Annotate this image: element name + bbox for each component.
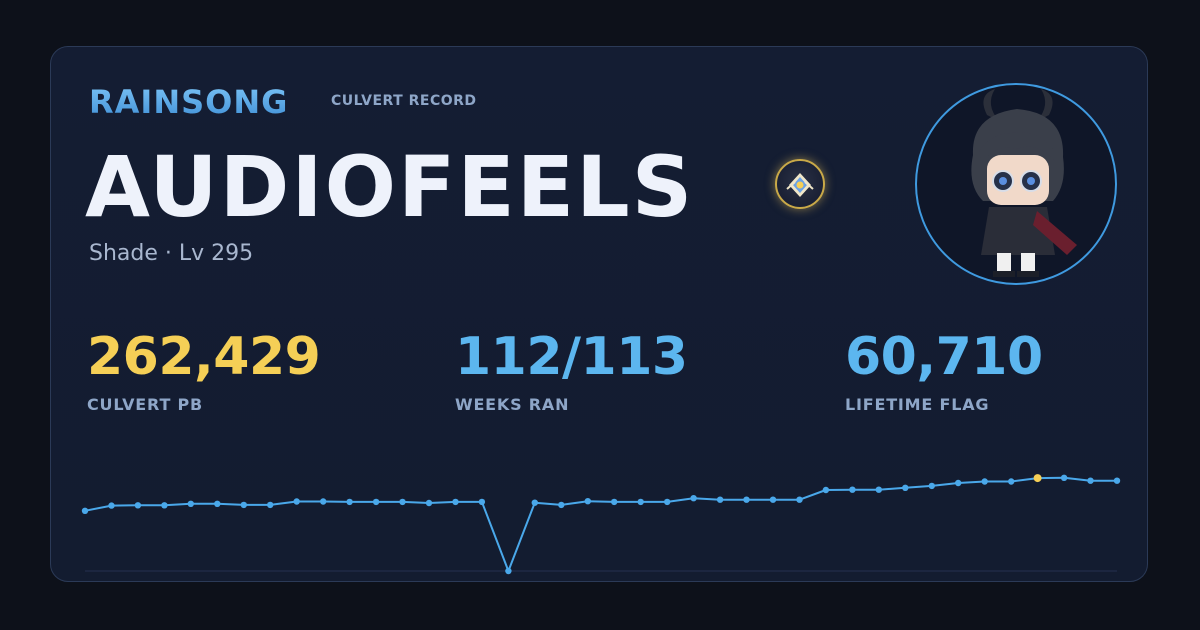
chart-point — [716, 496, 724, 503]
chart-point — [134, 502, 142, 509]
chart-point — [690, 495, 697, 502]
chart-point — [611, 498, 618, 506]
class-level: Shade · Lv 295 — [89, 241, 254, 266]
chart-point — [531, 499, 538, 506]
chart-point — [187, 500, 194, 507]
chart-point — [240, 501, 247, 509]
chart-point — [664, 498, 671, 506]
chart-point-pb — [1033, 474, 1042, 483]
chart-point — [425, 499, 433, 507]
chart-point — [796, 496, 803, 503]
character-avatar — [915, 83, 1117, 285]
chart-point — [505, 567, 512, 575]
chart-point — [108, 502, 115, 509]
stat-flag-value: 60,710 — [845, 327, 1043, 387]
chart-point — [822, 486, 830, 494]
stat-weeks-ran: 112/113 WEEKS RAN — [455, 327, 688, 414]
chart-point — [399, 498, 406, 506]
stat-weeks-label: WEEKS RAN — [455, 395, 570, 414]
chart-point — [267, 501, 274, 509]
chart-point — [902, 484, 909, 491]
stat-flag-label: LIFETIME FLAG — [845, 395, 990, 414]
chart-point — [346, 498, 353, 506]
chart-point — [1060, 474, 1068, 481]
stat-lifetime-flag: 60,710 LIFETIME FLAG — [845, 327, 1043, 414]
chart-point — [320, 498, 327, 505]
chart-point — [875, 486, 882, 493]
chart-point — [743, 496, 750, 503]
series-line — [84, 476, 1117, 572]
culvert-record-card: RAINSONG CULVERT RECORD AUDIOFEELS Shade… — [50, 46, 1148, 582]
stat-culvert-pb: 262,429 CULVERT PB — [87, 327, 321, 414]
chart-point — [293, 498, 300, 505]
chart-point — [161, 502, 168, 509]
chart-point — [81, 507, 89, 514]
stat-weeks-value: 112/113 — [455, 327, 688, 387]
chart-point — [769, 496, 777, 503]
chart-point — [981, 478, 988, 485]
guild-emblem-icon — [775, 159, 825, 209]
chart-point — [1087, 477, 1094, 484]
chart-point — [849, 486, 856, 493]
chart-point — [372, 498, 380, 506]
chart-point — [478, 498, 486, 506]
chart-point — [584, 498, 591, 505]
stat-pb-value: 262,429 — [87, 327, 321, 387]
chart-point — [955, 479, 962, 487]
chart-point — [637, 498, 644, 506]
player-name: AUDIOFEELS — [85, 138, 695, 236]
chart-point — [558, 501, 565, 509]
chart-point — [1113, 477, 1121, 484]
chart-point — [452, 498, 459, 506]
chart-point — [214, 500, 221, 507]
chart-point — [928, 482, 935, 490]
stat-pb-label: CULVERT PB — [87, 395, 204, 414]
chart-point — [1008, 478, 1015, 485]
culvert-score-chart — [81, 474, 1121, 575]
brand-title: RAINSONG — [89, 83, 289, 121]
record-subtitle: CULVERT RECORD — [331, 93, 477, 109]
